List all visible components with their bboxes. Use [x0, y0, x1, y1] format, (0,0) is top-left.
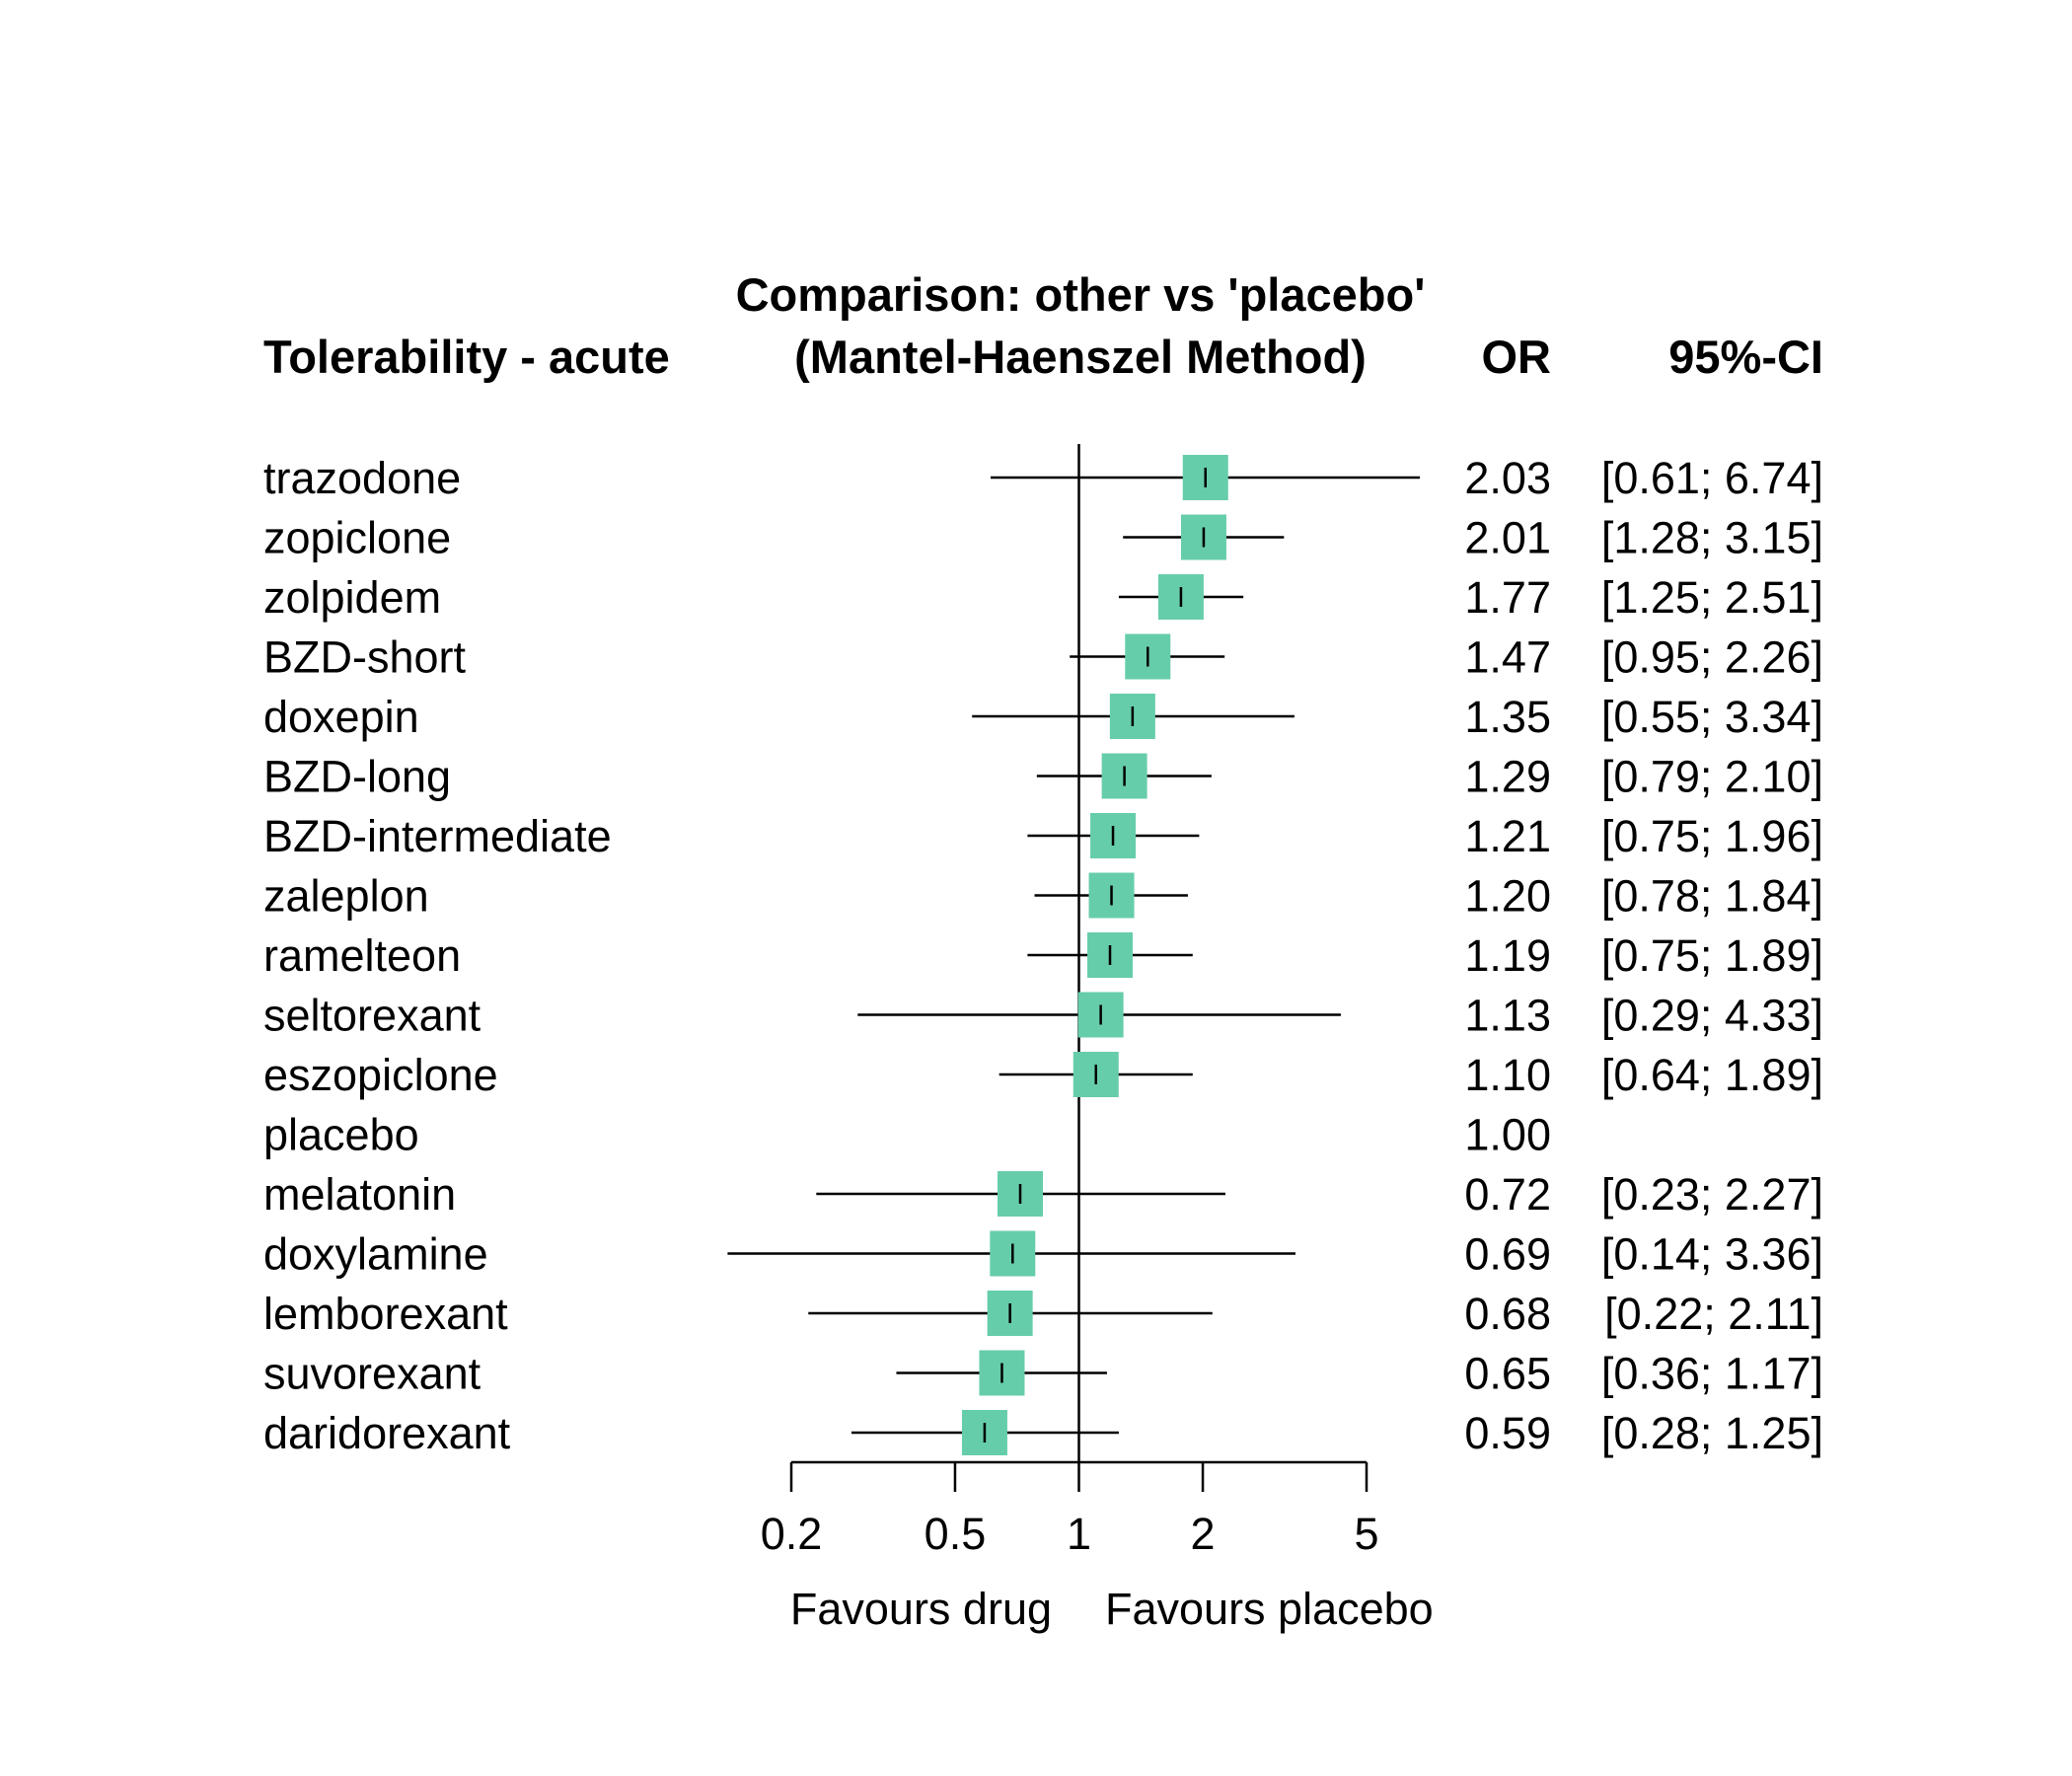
forest-row: doxepin 1.35 [0.55; 3.34] [263, 692, 1823, 742]
forest-row: trazodone 2.03 [0.61; 6.74] [263, 453, 1823, 503]
confidence-interval-value: [0.79; 2.10] [1601, 752, 1823, 802]
confidence-interval-value: [0.23; 2.27] [1601, 1169, 1823, 1220]
forest-row: eszopiclone 1.10 [0.64; 1.89] [263, 1050, 1823, 1100]
row-label: BZD-short [263, 632, 467, 683]
x-axis: 0.2 0.5 1 2 5 [761, 1460, 1379, 1559]
odds-ratio-value: 0.59 [1464, 1408, 1551, 1458]
confidence-interval-value: [0.78; 1.84] [1601, 871, 1823, 922]
favours-left-label: Favours drug [790, 1584, 1052, 1634]
odds-ratio-value: 1.10 [1464, 1050, 1551, 1100]
odds-ratio-value: 2.03 [1464, 453, 1551, 503]
row-label: lemborexant [263, 1289, 508, 1339]
row-label: daridorexant [263, 1408, 511, 1458]
odds-ratio-value: 1.47 [1464, 632, 1551, 683]
row-label: eszopiclone [263, 1050, 498, 1100]
or-column-header: OR [1482, 331, 1552, 383]
row-label: doxylamine [263, 1229, 488, 1280]
forest-row: placebo 1.00 [263, 1110, 1551, 1160]
confidence-interval-value: [0.64; 1.89] [1601, 1050, 1823, 1100]
odds-ratio-value: 1.77 [1464, 572, 1551, 623]
row-label: zopiclone [263, 513, 451, 563]
confidence-interval-value: [0.29; 4.33] [1601, 991, 1823, 1041]
row-label: suvorexant [263, 1349, 481, 1399]
forest-row: seltorexant 1.13 [0.29; 4.33] [263, 991, 1823, 1041]
odds-ratio-value: 1.13 [1464, 991, 1551, 1041]
confidence-interval-value: [0.61; 6.74] [1601, 453, 1823, 503]
row-label: placebo [263, 1110, 419, 1160]
study-rows: trazodone 2.03 [0.61; 6.74] zopiclone 2.01 [1… [263, 453, 1823, 1458]
outcome-label: Tolerability - acute [263, 331, 670, 383]
confidence-interval-value: [1.28; 3.15] [1601, 513, 1823, 563]
confidence-interval-value: [0.75; 1.89] [1601, 930, 1823, 981]
odds-ratio-value: 0.65 [1464, 1349, 1551, 1399]
row-label: BZD-intermediate [263, 811, 612, 861]
row-label: trazodone [263, 453, 461, 503]
odds-ratio-value: 2.01 [1464, 513, 1551, 563]
x-tick-label: 5 [1354, 1509, 1378, 1559]
odds-ratio-value: 1.35 [1464, 692, 1551, 742]
row-label: ramelteon [263, 930, 461, 981]
x-tick-label: 0.2 [761, 1509, 823, 1559]
x-tick-label: 0.5 [925, 1509, 987, 1559]
row-label: zaleplon [263, 871, 429, 922]
forest-row: doxylamine 0.69 [0.14; 3.36] [263, 1229, 1823, 1280]
confidence-interval-value: [0.75; 1.96] [1601, 811, 1823, 861]
favours-right-label: Favours placebo [1105, 1584, 1434, 1634]
row-label: melatonin [263, 1169, 456, 1220]
forest-row: lemborexant 0.68 [0.22; 2.11] [263, 1289, 1823, 1339]
confidence-interval-value: [0.22; 2.11] [1604, 1289, 1823, 1339]
x-tick-label: 2 [1191, 1509, 1216, 1559]
forest-row: zopiclone 2.01 [1.28; 3.15] [263, 513, 1823, 563]
x-tick-label: 1 [1067, 1509, 1091, 1559]
forest-row: ramelteon 1.19 [0.75; 1.89] [263, 930, 1823, 981]
chart-title-line1: Comparison: other vs 'placebo' [736, 268, 1426, 321]
header: Comparison: other vs 'placebo' (Mantel-H… [263, 268, 1823, 383]
favours-labels: Favours drug Favours placebo [790, 1584, 1434, 1634]
odds-ratio-value: 0.68 [1464, 1289, 1551, 1339]
confidence-interval-value: [0.28; 1.25] [1601, 1408, 1823, 1458]
row-label: seltorexant [263, 991, 481, 1041]
odds-ratio-value: 1.00 [1464, 1110, 1551, 1160]
confidence-interval-value: [1.25; 2.51] [1601, 572, 1823, 623]
odds-ratio-value: 1.19 [1464, 930, 1551, 981]
odds-ratio-value: 1.21 [1464, 811, 1551, 861]
forest-row: daridorexant 0.59 [0.28; 1.25] [263, 1408, 1823, 1458]
confidence-interval-value: [0.36; 1.17] [1601, 1349, 1823, 1399]
odds-ratio-value: 1.29 [1464, 752, 1551, 802]
ci-column-header: 95%-CI [1668, 331, 1823, 383]
row-label: BZD-long [263, 752, 451, 802]
odds-ratio-value: 0.69 [1464, 1229, 1551, 1280]
confidence-interval-value: [0.95; 2.26] [1601, 632, 1823, 683]
confidence-interval-value: [0.55; 3.34] [1601, 692, 1823, 742]
forest-row: suvorexant 0.65 [0.36; 1.17] [263, 1349, 1823, 1399]
forest-row: melatonin 0.72 [0.23; 2.27] [263, 1169, 1823, 1220]
forest-row: zaleplon 1.20 [0.78; 1.84] [263, 871, 1823, 922]
forest-row: zolpidem 1.77 [1.25; 2.51] [263, 572, 1823, 623]
odds-ratio-value: 1.20 [1464, 871, 1551, 922]
forest-row: BZD-short 1.47 [0.95; 2.26] [263, 632, 1823, 683]
forest-row: BZD-long 1.29 [0.79; 2.10] [263, 752, 1823, 802]
odds-ratio-value: 0.72 [1464, 1169, 1551, 1220]
confidence-interval-value: [0.14; 3.36] [1601, 1229, 1823, 1280]
row-label: zolpidem [263, 572, 441, 623]
forest-row: BZD-intermediate 1.21 [0.75; 1.96] [263, 811, 1823, 861]
row-label: doxepin [263, 692, 419, 742]
chart-title-line2: (Mantel-Haenszel Method) [794, 331, 1367, 383]
